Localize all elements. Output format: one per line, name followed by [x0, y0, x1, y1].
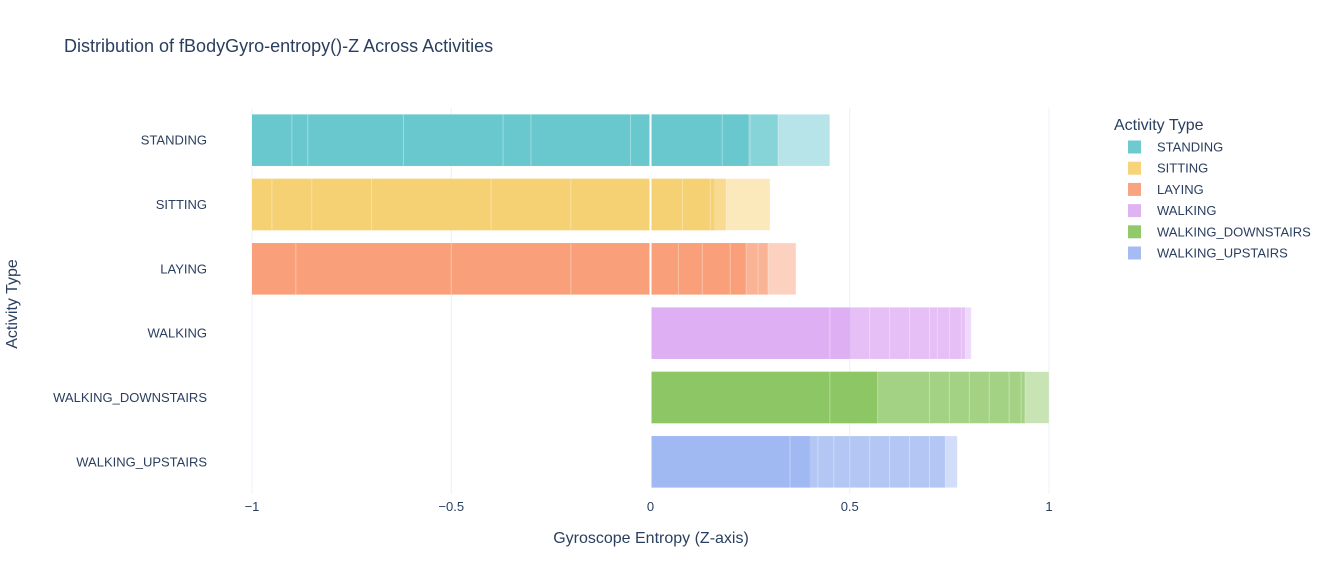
y-tick-label-laying: LAYING — [160, 261, 207, 276]
bar-walking-downstairs-core — [650, 371, 878, 424]
legend-label-sitting[interactable]: SITTING — [1157, 161, 1208, 176]
x-tick-labels: −1 −0.5 0 0.5 1 — [245, 499, 1053, 514]
legend-swatch-sitting[interactable] — [1128, 161, 1141, 175]
x-tick-label-1: 1 — [1045, 499, 1052, 514]
legend-label-standing[interactable]: STANDING — [1157, 140, 1223, 155]
legend-label-laying[interactable]: LAYING — [1157, 182, 1204, 197]
bar-laying-core — [252, 243, 747, 295]
y-tick-label-walking: WALKING — [148, 326, 207, 341]
bar-group-standing — [252, 114, 831, 166]
y-tick-labels: STANDING SITTING LAYING WALKING WALKING_DOWN… — [53, 133, 207, 470]
legend-swatch-walking-downstairs[interactable] — [1128, 225, 1141, 239]
legend-label-walking-upstairs[interactable]: WALKING_UPSTAIRS — [1157, 246, 1288, 261]
y-tick-label-walking-upstairs: WALKING_UPSTAIRS — [76, 454, 207, 469]
bar-standing-core — [252, 114, 749, 166]
legend-swatch-walking[interactable] — [1128, 204, 1141, 218]
bar-group-walking-downstairs — [650, 371, 1050, 424]
legend-title: Activity Type — [1114, 117, 1204, 134]
legend-label-walking[interactable]: WALKING — [1157, 203, 1216, 218]
legend-swatch-standing[interactable] — [1128, 140, 1141, 154]
x-tick-label--1: −1 — [245, 499, 260, 514]
bar-walking-upstairs-core — [650, 436, 810, 488]
y-tick-label-walking-downstairs: WALKING_DOWNSTAIRS — [53, 390, 207, 405]
bar-group-walking — [650, 307, 972, 359]
bar-sitting-core — [252, 178, 715, 231]
x-tick-label--0-5: −0.5 — [438, 499, 464, 514]
legend-swatch-laying[interactable] — [1128, 182, 1141, 196]
legend-swatch-walking-upstairs[interactable] — [1128, 246, 1141, 260]
bar-walking-core — [650, 307, 850, 359]
bar-group-walking-upstairs — [650, 436, 958, 488]
bars — [252, 108, 1050, 494]
chart-title: Distribution of fBodyGyro-entropy()-Z Ac… — [64, 36, 493, 56]
x-tick-label-0-5: 0.5 — [841, 499, 859, 514]
bar-group-laying — [252, 243, 797, 295]
bar-group-sitting — [252, 178, 771, 231]
x-tick-label-0: 0 — [647, 499, 654, 514]
y-tick-label-standing: STANDING — [141, 133, 207, 148]
y-axis-title: Activity Type — [4, 259, 21, 349]
y-tick-label-sitting: SITTING — [156, 197, 207, 212]
legend-label-walking-downstairs[interactable]: WALKING_DOWNSTAIRS — [1157, 224, 1311, 239]
x-axis-title: Gyroscope Entropy (Z-axis) — [553, 530, 749, 547]
legend: Activity Type STANDING SITTING LAYING WALKI… — [1114, 117, 1311, 261]
